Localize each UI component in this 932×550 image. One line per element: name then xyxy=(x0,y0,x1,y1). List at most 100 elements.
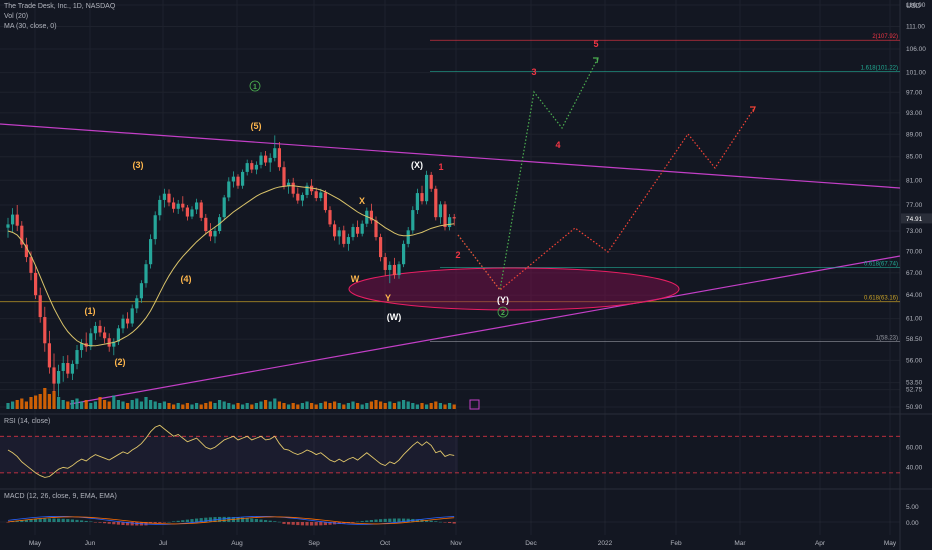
candle-body xyxy=(38,295,42,318)
candle-body xyxy=(365,210,369,224)
macd-hist xyxy=(199,518,203,522)
fib-label: 0.618(63.16) xyxy=(864,296,898,302)
ma-legend: MA (30, close, 0) xyxy=(4,23,57,30)
ma-line xyxy=(7,185,455,347)
candle-body xyxy=(346,237,350,244)
macd-hist xyxy=(116,522,120,525)
candle-body xyxy=(388,264,392,270)
volume-bar xyxy=(158,403,162,409)
candle-body xyxy=(356,227,360,234)
macd-hist xyxy=(365,520,369,522)
target-zone xyxy=(348,267,680,311)
last-price: 74.91 xyxy=(906,216,923,223)
time-tick: Jul xyxy=(159,540,168,547)
wave-label: (1) xyxy=(85,306,96,316)
candle-body xyxy=(116,328,120,342)
candle-body xyxy=(93,325,97,334)
macd-hist xyxy=(328,522,332,525)
price-tick: 116.00 xyxy=(906,2,926,9)
candle-body xyxy=(264,155,268,163)
volume-bar xyxy=(360,404,364,409)
macd-hist xyxy=(314,522,318,526)
candle-body xyxy=(47,343,51,368)
candle-body xyxy=(241,171,245,186)
volume-bar xyxy=(208,401,212,409)
volume-bar xyxy=(383,403,387,409)
candle-body xyxy=(103,332,107,339)
volume-bar xyxy=(254,403,258,409)
volume-bar xyxy=(135,398,139,409)
volume-bar xyxy=(139,401,143,409)
macd-hist xyxy=(70,519,74,522)
macd-hist xyxy=(383,518,387,522)
macd-hist xyxy=(448,522,452,524)
macd-hist xyxy=(291,522,295,525)
volume-bar xyxy=(337,403,341,409)
macd-hist xyxy=(34,519,38,522)
wave-circle xyxy=(497,306,509,318)
candle-body xyxy=(438,204,442,218)
macd-hist xyxy=(241,517,245,522)
volume-bar xyxy=(190,404,194,409)
volume-bar xyxy=(406,401,410,409)
candle-body xyxy=(287,182,291,187)
rsi-tick: 40.00 xyxy=(906,464,923,471)
macd-hist xyxy=(360,521,364,522)
candle-body xyxy=(144,264,148,284)
rsi-legend: RSI (14, close) xyxy=(4,418,51,425)
volume-bar xyxy=(103,400,107,409)
macd-hist xyxy=(204,517,208,522)
candle-body xyxy=(199,202,203,218)
macd-hist xyxy=(429,520,433,522)
macd-hist xyxy=(392,518,396,522)
candle-body xyxy=(172,202,176,209)
price-tick: 52.75 xyxy=(906,387,923,394)
volume-bar xyxy=(98,397,102,409)
time-tick: Oct xyxy=(380,540,390,547)
candle-body xyxy=(208,231,212,237)
price-tick: 89.00 xyxy=(906,131,923,138)
currency-label: USD xyxy=(906,3,921,10)
time-tick: Apr xyxy=(815,540,826,547)
candle-body xyxy=(383,257,387,270)
time-tick: Sep xyxy=(308,540,320,547)
volume-bar xyxy=(397,401,401,409)
time-axis: May Jun Jul Aug Sep Oct Nov Dec 2022 Feb Mar Apr May xyxy=(29,540,897,547)
volume-bar xyxy=(24,401,28,409)
macd-hist xyxy=(93,522,97,523)
volume-bar xyxy=(438,403,442,409)
macd-hist xyxy=(208,517,212,522)
macd-hist xyxy=(167,521,171,523)
volume-bar xyxy=(162,401,166,409)
macd-hist xyxy=(406,518,410,522)
wave-circle xyxy=(249,80,261,92)
candle-body xyxy=(75,350,79,364)
volume-bar xyxy=(425,404,429,409)
macd-hist xyxy=(268,520,272,522)
volume-bar xyxy=(149,400,153,409)
candle-body xyxy=(135,298,139,309)
volume-bar xyxy=(116,400,120,409)
wave-label: W xyxy=(351,274,360,284)
macd-hist xyxy=(443,522,447,523)
candle-body xyxy=(89,333,93,347)
candle-body xyxy=(190,209,194,217)
macd-tick: 0.00 xyxy=(906,520,919,527)
candle-body xyxy=(429,174,433,189)
candle-body xyxy=(328,210,332,225)
macd-hist xyxy=(185,519,189,522)
wave-label: (W) xyxy=(387,312,402,322)
macd-legend: MACD (12, 26, close, 9, EMA, EMA) xyxy=(4,493,117,500)
macd-hist xyxy=(130,522,134,526)
volume-bar xyxy=(107,401,111,409)
price-tick: 101.00 xyxy=(906,70,926,77)
volume-bar xyxy=(80,401,84,409)
candle-body xyxy=(80,343,84,351)
candle-body xyxy=(98,325,102,333)
price-tick: 81.00 xyxy=(906,177,923,184)
macd-hist xyxy=(66,519,70,522)
price-tick: 111.00 xyxy=(906,24,925,31)
lower-trendline xyxy=(69,255,901,405)
volume-bar xyxy=(126,403,130,409)
